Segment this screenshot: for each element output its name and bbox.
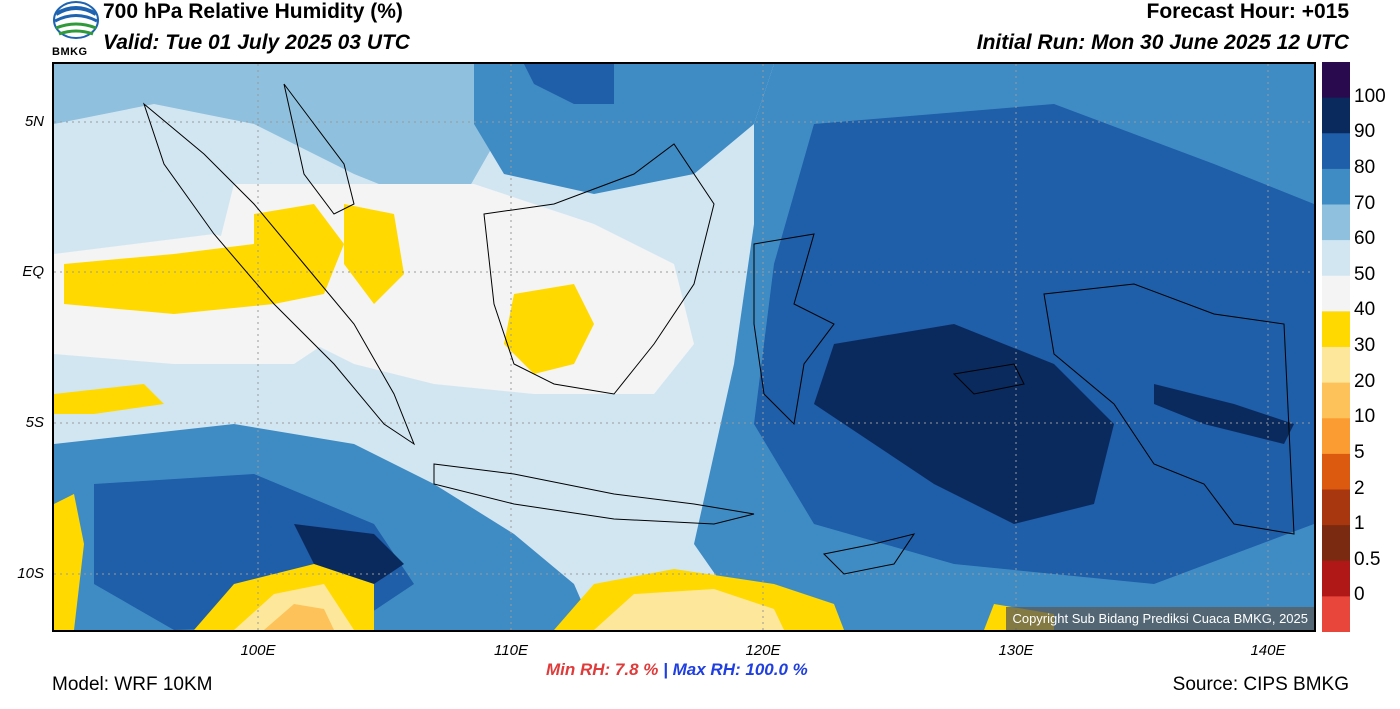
humidity-field — [54, 64, 1314, 630]
lat-label-eq: EQ — [22, 263, 44, 280]
colorbar-swatch — [1322, 168, 1350, 206]
colorbar-label: 5 — [1354, 441, 1365, 463]
colorbar-swatch — [1322, 453, 1350, 491]
colorbar-swatch — [1322, 347, 1350, 384]
lon-label-130e: 130E — [998, 642, 1034, 659]
valid-time: Valid: Tue 01 July 2025 03 UTC — [103, 31, 410, 54]
colorbar-swatch — [1322, 382, 1350, 419]
colorbar-swatch — [1322, 418, 1350, 455]
data-source: Source: CIPS BMKG — [1172, 674, 1349, 695]
colorbar-swatch — [1322, 525, 1350, 562]
rh-extremes: Min RH: 7.8 % | Max RH: 100.0 % — [546, 660, 808, 680]
colorbar-swatch — [1322, 97, 1350, 134]
colorbar-label: 30 — [1354, 335, 1376, 356]
colorbar-swatch — [1322, 560, 1350, 597]
rh-separator: | — [663, 660, 668, 679]
map-title: 700 hPa Relative Humidity (%) — [103, 0, 403, 23]
colorbar-swatch — [1322, 275, 1350, 312]
lat-label-10s: 10S — [17, 565, 44, 582]
colorbar-swatch — [1322, 133, 1350, 170]
model-name: Model: WRF 10KM — [52, 674, 213, 695]
lat-label-5n: 5N — [24, 113, 44, 130]
initial-run: Initial Run: Mon 30 June 2025 12 UTC — [976, 31, 1349, 54]
colorbar-swatch — [1322, 240, 1350, 277]
colorbar-label: 90 — [1354, 121, 1376, 143]
lat-label-5s: 5S — [25, 414, 44, 431]
colorbar-label: 2 — [1354, 477, 1365, 499]
colorbar-label: 10 — [1354, 406, 1376, 428]
colorbar-label: 60 — [1354, 228, 1376, 250]
colorbar-swatch — [1322, 489, 1350, 526]
lon-label-140e: 140E — [1250, 642, 1286, 659]
forecast-hour: Forecast Hour: +015 — [1146, 0, 1350, 23]
colorbar-label: 0.5 — [1354, 548, 1381, 570]
colorbar-label: 50 — [1354, 263, 1376, 285]
colorbar-swatch — [1322, 62, 1350, 99]
colorbar-label: 70 — [1354, 192, 1376, 214]
lon-label-110e: 110E — [494, 642, 528, 659]
lon-label-120e: 120E — [745, 642, 781, 659]
colorbar-label: 40 — [1354, 299, 1376, 321]
lon-label-100e: 100E — [240, 642, 276, 659]
colorbar-label: 100 — [1354, 85, 1386, 107]
colorbar — [1322, 62, 1350, 633]
copyright-notice: Copyright Sub Bidang Prediksi Cuaca BMKG… — [1006, 607, 1314, 630]
colorbar-swatch — [1322, 596, 1350, 633]
bmkg-logo — [50, 0, 102, 60]
colorbar-swatch — [1322, 204, 1350, 241]
min-rh: Min RH: 7.8 % — [546, 660, 659, 679]
colorbar-swatch — [1322, 311, 1350, 348]
colorbar-label: 20 — [1354, 370, 1376, 392]
logo-text: BMKG — [52, 46, 88, 58]
colorbar-label: 1 — [1354, 513, 1365, 535]
colorbar-swatches — [1322, 62, 1350, 633]
humidity-map[interactable]: Copyright Sub Bidang Prediksi Cuaca BMKG… — [52, 62, 1316, 632]
max-rh: Max RH: 100.0 % — [672, 660, 808, 679]
colorbar-label: 80 — [1354, 156, 1376, 178]
colorbar-label: 0 — [1354, 584, 1365, 606]
